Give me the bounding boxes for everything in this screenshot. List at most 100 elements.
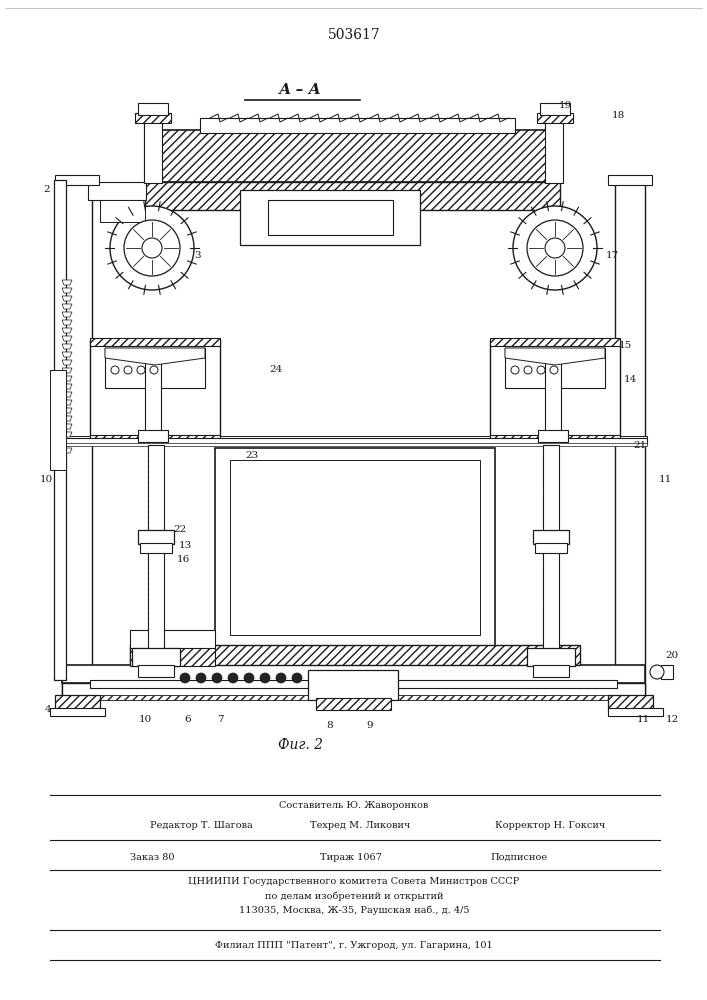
Bar [144, 118, 162, 183]
Bar [62, 180, 92, 710]
Bar [308, 670, 398, 700]
Bar [90, 435, 220, 443]
Circle shape [110, 206, 194, 290]
Bar [130, 645, 580, 665]
Polygon shape [62, 280, 72, 285]
Circle shape [650, 665, 664, 679]
Text: Редактор Т. Шагова: Редактор Т. Шагова [150, 820, 252, 830]
Circle shape [212, 673, 222, 683]
Text: 4: 4 [45, 706, 52, 714]
Bar [62, 665, 645, 683]
Bar [490, 435, 620, 443]
Text: ЦНИИПИ Государственного комитета Совета Министров СССР: ЦНИИПИ Государственного комитета Совета … [188, 878, 520, 886]
Bar [62, 443, 647, 446]
Bar [145, 358, 161, 438]
Polygon shape [62, 312, 72, 317]
Bar [148, 552, 164, 652]
Text: 10: 10 [40, 476, 52, 485]
Bar [135, 113, 171, 123]
Polygon shape [62, 440, 72, 445]
Circle shape [244, 673, 254, 683]
Bar [527, 648, 575, 666]
Bar [268, 200, 393, 235]
Bar [608, 175, 652, 185]
Text: 7: 7 [216, 716, 223, 724]
Circle shape [111, 366, 119, 374]
Text: Филиал ППП "Патент", г. Ужгород, ул. Гагарина, 101: Филиал ППП "Патент", г. Ужгород, ул. Гаг… [215, 940, 493, 950]
Bar [615, 180, 645, 710]
Bar [140, 543, 172, 553]
Bar [543, 552, 559, 652]
Text: 11: 11 [636, 716, 650, 724]
Text: А – А: А – А [279, 83, 322, 97]
Bar [148, 445, 164, 535]
Polygon shape [62, 328, 72, 333]
Circle shape [524, 366, 532, 374]
Polygon shape [62, 384, 72, 389]
Polygon shape [105, 348, 205, 365]
Bar [538, 430, 568, 442]
Polygon shape [62, 336, 72, 341]
Circle shape [537, 366, 545, 374]
Text: 3: 3 [194, 250, 201, 259]
Bar [200, 118, 515, 133]
Text: Тираж 1067: Тираж 1067 [320, 852, 382, 861]
Bar [537, 113, 573, 123]
Text: 15: 15 [619, 340, 631, 350]
Circle shape [550, 366, 558, 374]
Circle shape [513, 206, 597, 290]
Bar [490, 338, 620, 346]
Polygon shape [62, 344, 72, 349]
Text: 10: 10 [139, 716, 151, 724]
Bar [62, 683, 645, 698]
Bar [661, 665, 673, 679]
Polygon shape [62, 432, 72, 437]
Text: Корректор Н. Гоксич: Корректор Н. Гоксич [495, 820, 605, 830]
Circle shape [545, 238, 565, 258]
Bar [100, 200, 145, 222]
Polygon shape [62, 304, 72, 309]
Text: 113035, Москва, Ж-35, Раушская наб., д. 4/5: 113035, Москва, Ж-35, Раушская наб., д. … [239, 905, 469, 915]
Bar [138, 530, 174, 544]
Polygon shape [62, 408, 72, 413]
Circle shape [137, 366, 145, 374]
Polygon shape [62, 368, 72, 373]
Polygon shape [62, 392, 72, 397]
Text: 503617: 503617 [327, 28, 380, 42]
Bar [316, 698, 391, 710]
Text: 24: 24 [269, 365, 283, 374]
Bar [533, 665, 569, 677]
Text: 8: 8 [327, 720, 333, 730]
Circle shape [124, 366, 132, 374]
Text: Заказ 80: Заказ 80 [130, 852, 175, 861]
Text: по делам изобретений и открытий: по делам изобретений и открытий [264, 891, 443, 901]
Text: 22: 22 [173, 526, 187, 534]
Bar [540, 103, 570, 115]
Bar [132, 648, 180, 666]
Text: 9: 9 [367, 720, 373, 730]
Text: 6: 6 [185, 716, 192, 724]
Polygon shape [62, 424, 72, 429]
Polygon shape [62, 352, 72, 357]
Polygon shape [62, 376, 72, 381]
Bar [62, 438, 647, 444]
Polygon shape [505, 348, 605, 365]
Circle shape [292, 673, 302, 683]
Bar [88, 182, 146, 200]
Bar [55, 695, 100, 710]
Circle shape [142, 238, 162, 258]
Text: 2: 2 [44, 186, 50, 194]
Bar [90, 340, 220, 440]
Polygon shape [62, 296, 72, 301]
Circle shape [124, 220, 180, 276]
Text: 18: 18 [612, 110, 624, 119]
Bar [105, 348, 205, 388]
Bar [545, 358, 561, 438]
Bar [490, 340, 620, 440]
Bar [215, 448, 495, 648]
Circle shape [260, 673, 270, 683]
Text: 23: 23 [245, 450, 259, 460]
Bar [62, 695, 645, 700]
Bar [130, 630, 215, 650]
Bar [230, 460, 480, 635]
